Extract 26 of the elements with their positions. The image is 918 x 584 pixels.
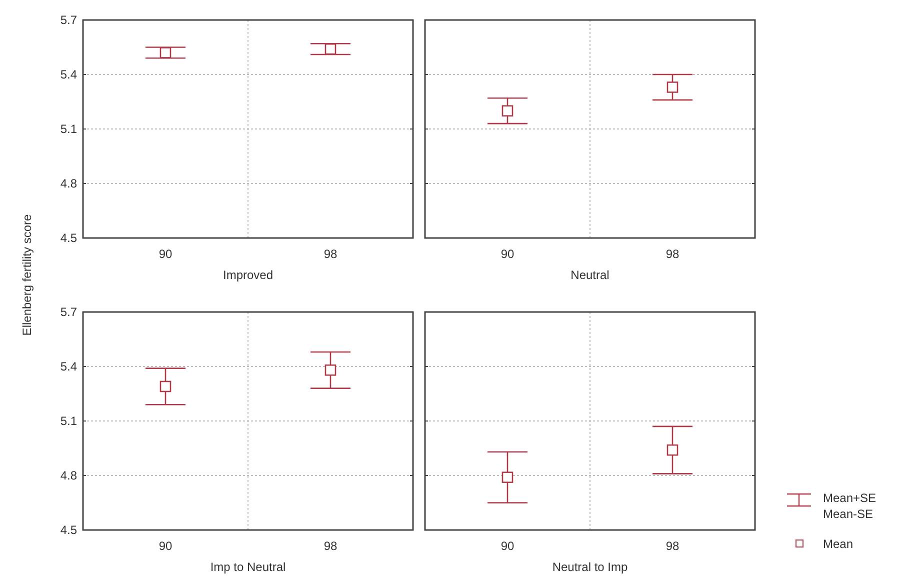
x-axis-title: Improved — [222, 268, 274, 282]
y-tick-label: 4.5 — [60, 231, 78, 246]
x-tick-label: 98 — [324, 247, 338, 261]
x-tick-label: 98 — [324, 539, 338, 553]
y-tick-label: 4.8 — [60, 176, 78, 191]
x-tick-label: 98 — [666, 247, 680, 261]
y-tick-label: 5.1 — [60, 414, 78, 428]
y-tick-label: 5.4 — [60, 68, 78, 82]
y-tick-label: 5.1 — [60, 122, 78, 136]
y-tick-label: 5.7 — [60, 305, 78, 320]
text: Mean-SE — [823, 507, 874, 522]
x-tick-label: 90 — [500, 247, 514, 261]
x-axis-title: Neutral to Imp — [552, 560, 628, 574]
y-tick-label: 4.5 — [60, 523, 78, 538]
x-axis-title: Imp to Neutral — [210, 560, 286, 574]
legend-label: Mean — [823, 537, 854, 552]
text: Mean+SE — [823, 491, 876, 506]
x-tick-label: 90 — [500, 539, 514, 553]
x-axis-title: Neutral — [570, 268, 610, 282]
x-tick-label: 90 — [158, 247, 172, 261]
y-axis-title: Ellenberg fertility score — [20, 214, 34, 336]
y-tick-label: 4.8 — [60, 468, 78, 483]
x-tick-label: 90 — [158, 539, 172, 553]
y-tick-label: 5.7 — [60, 13, 78, 28]
x-tick-label: 98 — [666, 539, 680, 553]
y-tick-label: 5.4 — [60, 360, 78, 374]
